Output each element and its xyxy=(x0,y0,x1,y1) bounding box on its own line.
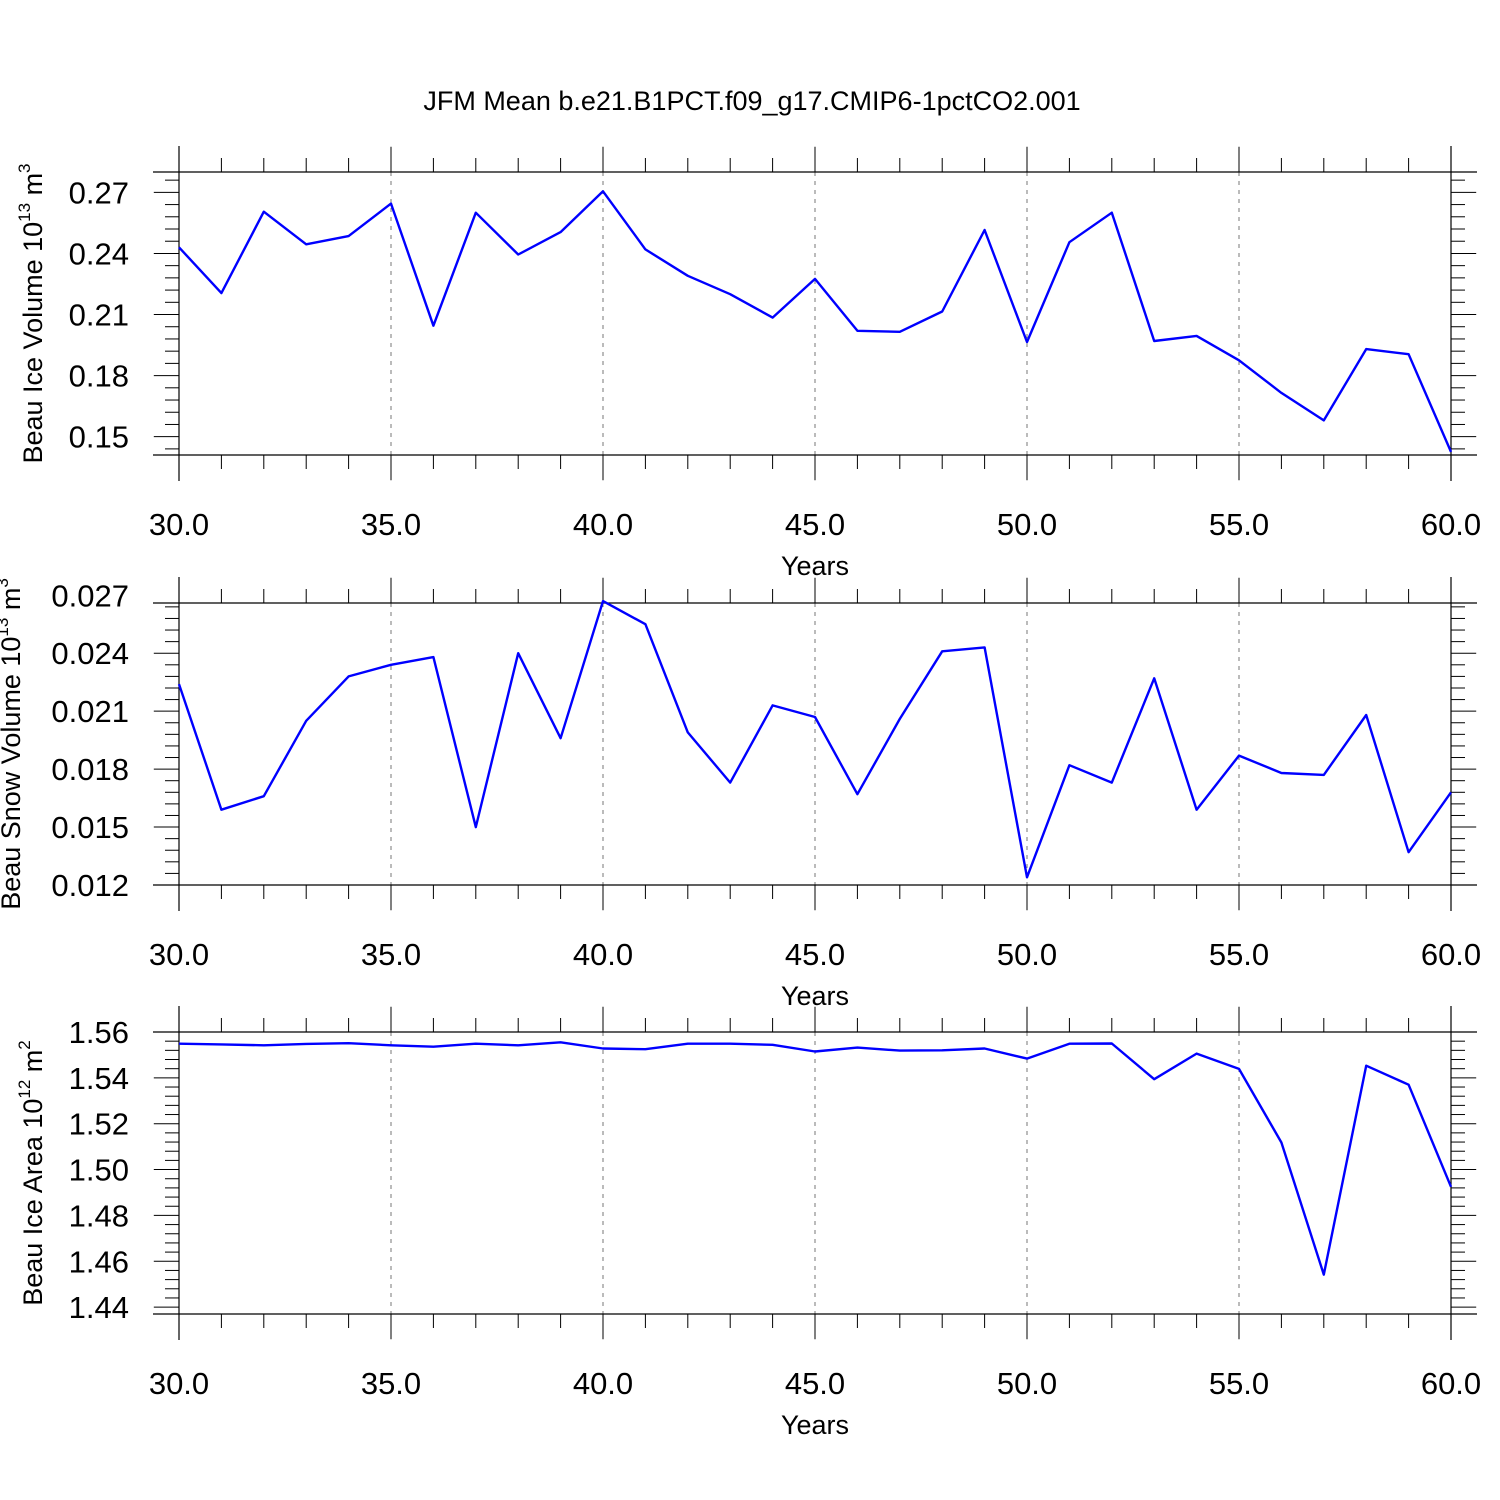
y-tick-label: 0.24 xyxy=(69,236,129,271)
x-tick-label: 35.0 xyxy=(361,507,421,542)
y-tick-label: 0.015 xyxy=(51,810,129,845)
chart-panel-1: 30.0 35.0 40.0 45.0 50.0 55.0 60.0 Years 0.15 0.1… xyxy=(15,146,1481,581)
y-tick-label: 0.18 xyxy=(69,359,129,394)
y-tick-label: 1.52 xyxy=(69,1107,129,1142)
x-tick-label: 30.0 xyxy=(149,937,209,972)
x-axis-label: Years xyxy=(781,981,849,1011)
series-line-1 xyxy=(177,599,1452,879)
x-tick-label: 35.0 xyxy=(361,1366,421,1401)
x-tick-label: 35.0 xyxy=(361,937,421,972)
x-tick-label: 45.0 xyxy=(785,507,845,542)
panels: 30.0 35.0 40.0 45.0 50.0 55.0 60.0 Years 0.15 0.1… xyxy=(0,146,1481,1440)
x-tick-label: 50.0 xyxy=(997,1366,1057,1401)
x-tick-label: 40.0 xyxy=(573,507,633,542)
y-tick-label: 0.021 xyxy=(51,694,129,729)
y-tick-label: 1.54 xyxy=(69,1061,129,1096)
x-tick-label: 30.0 xyxy=(149,507,209,542)
y-tick-label: 1.44 xyxy=(69,1290,129,1325)
x-tick-label: 30.0 xyxy=(149,1366,209,1401)
y-tick-label: 1.46 xyxy=(69,1244,129,1279)
chart-panel-3: 30.0 35.0 40.0 45.0 50.0 55.0 60.0 Years 1.44 1.4… xyxy=(15,1006,1481,1440)
y-tick-label: 0.012 xyxy=(51,868,129,903)
series-line-1 xyxy=(178,1041,1453,1276)
x-tick-label: 50.0 xyxy=(997,937,1057,972)
x-axis-label: Years xyxy=(781,551,849,581)
x-tick-label: 50.0 xyxy=(997,507,1057,542)
series-line-1 xyxy=(178,190,1453,453)
y-tick-label: 0.21 xyxy=(69,298,129,333)
x-tick-label: 55.0 xyxy=(1209,937,1269,972)
y-axis-label: Beau Snow Volume 1013 m3 xyxy=(0,578,26,910)
y-tick-label: 0.027 xyxy=(51,578,129,613)
y-tick-label: 0.27 xyxy=(69,175,129,210)
y-axis-label: Beau Ice Volume 1013 m3 xyxy=(15,163,48,463)
y-tick-label: 1.48 xyxy=(69,1198,129,1233)
x-tick-label: 55.0 xyxy=(1209,507,1269,542)
y-axis-label: Beau Ice Area 1012 m2 xyxy=(15,1040,48,1306)
x-tick-label: 60.0 xyxy=(1421,937,1481,972)
chart-title: JFM Mean b.e21.B1PCT.f09_g17.CMIP6-1pctC… xyxy=(423,86,1080,116)
x-tick-label: 55.0 xyxy=(1209,1366,1269,1401)
x-tick-label: 45.0 xyxy=(785,1366,845,1401)
chart-panel-2: 30.0 35.0 40.0 45.0 50.0 55.0 60.0 Years 0.012 0.… xyxy=(0,577,1481,1011)
x-tick-label: 40.0 xyxy=(573,937,633,972)
x-tick-label: 60.0 xyxy=(1421,507,1481,542)
y-tick-label: 0.018 xyxy=(51,752,129,787)
y-tick-label: 0.024 xyxy=(51,636,129,671)
y-tick-label: 1.50 xyxy=(69,1153,129,1188)
x-axis-label: Years xyxy=(781,1410,849,1440)
x-tick-label: 60.0 xyxy=(1421,1366,1481,1401)
y-tick-label: 1.56 xyxy=(69,1015,129,1050)
x-tick-label: 45.0 xyxy=(785,937,845,972)
y-tick-label: 0.15 xyxy=(69,420,129,455)
x-tick-label: 40.0 xyxy=(573,1366,633,1401)
